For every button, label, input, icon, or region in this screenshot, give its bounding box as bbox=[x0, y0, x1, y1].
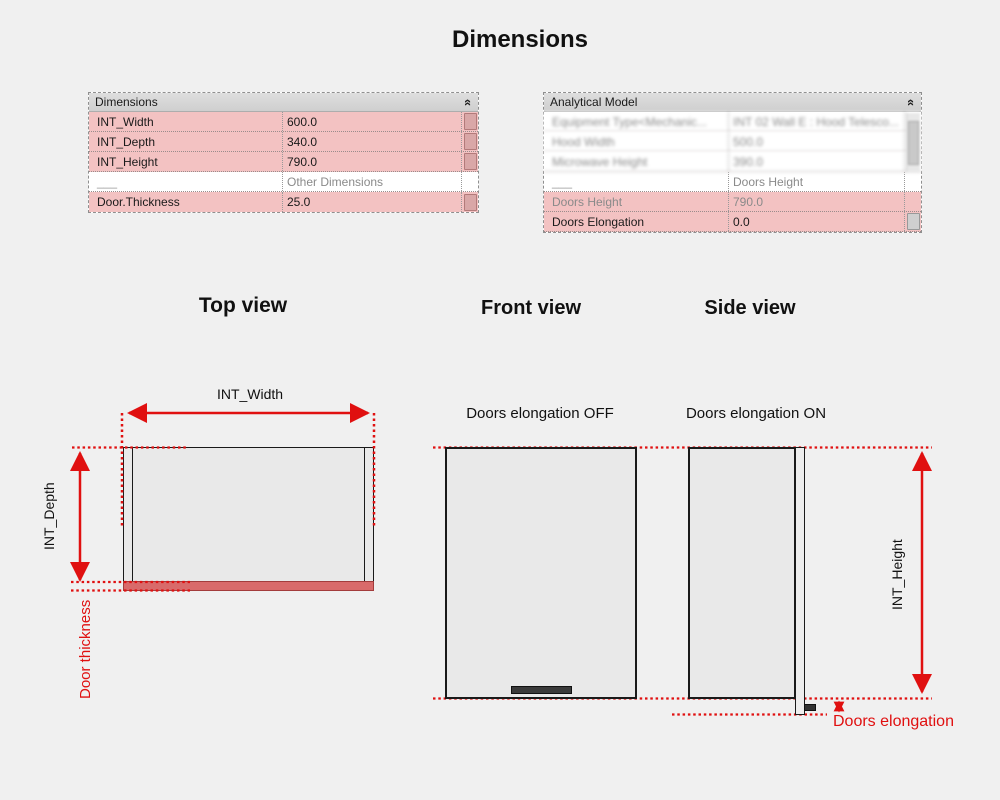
table-row: INT_Depth 340.0 bbox=[89, 132, 478, 152]
top-view-title: Top view bbox=[198, 294, 288, 317]
associate-parameter-button[interactable] bbox=[463, 193, 477, 211]
property-label: ___ bbox=[552, 174, 573, 189]
associate-parameter-button[interactable] bbox=[463, 113, 477, 130]
property-group-value: Other Dimensions bbox=[282, 172, 461, 191]
property-label: Hood Width bbox=[552, 134, 615, 149]
chevron-double-up-icon[interactable]: « bbox=[460, 98, 476, 106]
table-row: Hood Width 500.0 bbox=[544, 132, 921, 152]
analytical-model-property-table: Analytical Model « Equipment Type<Mechan… bbox=[543, 92, 922, 233]
property-value[interactable]: 0.0 bbox=[728, 212, 904, 231]
property-label: Microwave Height bbox=[552, 154, 648, 169]
property-value[interactable]: 790.0 bbox=[282, 152, 461, 171]
int-depth-label: INT_Depth bbox=[41, 482, 57, 550]
page-title: Dimensions bbox=[451, 26, 589, 53]
table-row: ___ Other Dimensions bbox=[89, 172, 478, 192]
property-value[interactable]: 790.0 bbox=[728, 192, 904, 211]
int-width-label: INT_Width bbox=[216, 386, 284, 402]
table-row: INT_Width 600.0 bbox=[89, 112, 478, 132]
doors-elongation-label: Doors elongation bbox=[833, 713, 954, 730]
side-view-title: Side view bbox=[704, 297, 796, 319]
front-view-title: Front view bbox=[480, 297, 581, 319]
property-label: INT_Width bbox=[97, 114, 154, 129]
scrollbar-thumb[interactable] bbox=[908, 121, 919, 165]
dimensions-table-header: Dimensions « bbox=[89, 93, 478, 112]
property-label: Door.Thickness bbox=[97, 195, 180, 209]
property-group-value: Doors Height bbox=[728, 172, 904, 191]
associate-parameter-button[interactable] bbox=[906, 213, 920, 230]
table-row: ___ Doors Height bbox=[544, 172, 921, 192]
property-label: Doors Elongation bbox=[552, 214, 645, 229]
analytical-table-header: Analytical Model « bbox=[544, 93, 921, 112]
property-label: INT_Depth bbox=[97, 134, 156, 149]
table-row: INT_Height 790.0 bbox=[89, 152, 478, 172]
top-view-right-panel-line bbox=[364, 448, 365, 581]
doors-elongation-on-caption: Doors elongation ON bbox=[685, 405, 827, 422]
door-thickness-label: Door thickness bbox=[77, 599, 94, 699]
side-view-door-handle bbox=[804, 704, 816, 711]
table-row: Doors Height 790.0 bbox=[544, 192, 921, 212]
int-height-label: INT_Height bbox=[889, 539, 905, 610]
front-view-cabinet-body bbox=[445, 447, 637, 699]
front-view-door-handle bbox=[511, 686, 572, 694]
doors-elongation-off-caption: Doors elongation OFF bbox=[466, 405, 614, 422]
table-row: Microwave Height 390.0 bbox=[544, 152, 921, 172]
property-value[interactable]: 390.0 bbox=[728, 152, 904, 171]
property-label: INT_Height bbox=[97, 154, 158, 169]
table-row: Doors Elongation 0.0 bbox=[544, 212, 921, 232]
property-label: Doors Height bbox=[552, 194, 623, 209]
property-value[interactable]: 600.0 bbox=[282, 112, 461, 131]
property-value[interactable]: 340.0 bbox=[282, 132, 461, 151]
associate-parameter-button[interactable] bbox=[463, 153, 477, 170]
table-row: Door.Thickness 25.0 bbox=[89, 192, 478, 212]
chevron-double-up-icon[interactable]: « bbox=[903, 98, 919, 106]
property-label: ___ bbox=[97, 174, 118, 189]
top-view-door-highlighted bbox=[123, 581, 374, 591]
analytical-table-title: Analytical Model bbox=[550, 95, 638, 109]
property-label: Equipment Type<Mechanic... bbox=[552, 114, 707, 129]
property-value[interactable]: 25.0 bbox=[282, 192, 461, 212]
property-value[interactable]: INT 02 Wall E : Hood Telesco... bbox=[728, 112, 904, 131]
associate-parameter-button[interactable] bbox=[463, 133, 477, 150]
dimensions-property-table: Dimensions « INT_Width 600.0 INT_Depth 3… bbox=[88, 92, 479, 213]
dimensions-table-title: Dimensions bbox=[95, 95, 158, 109]
table-scrollbar[interactable] bbox=[906, 113, 920, 172]
top-view-left-panel-line bbox=[132, 448, 133, 581]
property-value[interactable]: 500.0 bbox=[728, 132, 904, 151]
table-row: Equipment Type<Mechanic... INT 02 Wall E… bbox=[544, 112, 921, 132]
